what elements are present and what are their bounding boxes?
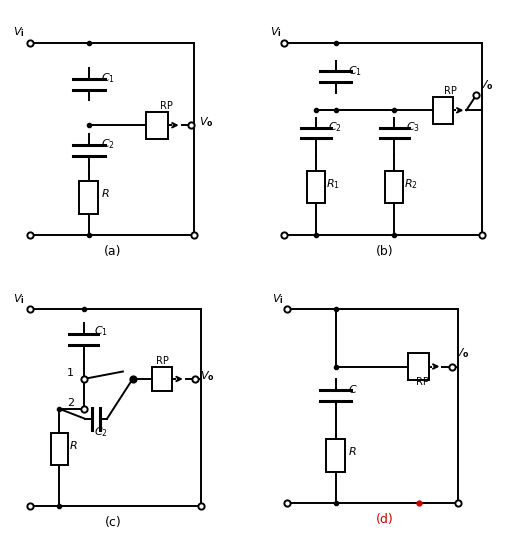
Text: $C_2$: $C_2$ [101, 137, 115, 151]
Text: (c): (c) [105, 516, 122, 529]
Text: $R$: $R$ [101, 188, 110, 199]
Text: $V_{\mathbf{i}}$: $V_{\mathbf{i}}$ [13, 26, 25, 39]
Text: $R$: $R$ [69, 439, 78, 451]
Text: $V_{\mathbf{o}}$: $V_{\mathbf{o}}$ [479, 78, 493, 92]
Text: RP: RP [156, 356, 169, 366]
Bar [433, 96, 453, 124]
Text: $C_2$: $C_2$ [93, 425, 108, 439]
Bar [152, 367, 172, 391]
Text: $C_1$: $C_1$ [101, 72, 115, 86]
Text: $R_1$: $R_1$ [326, 177, 340, 191]
Text: 2: 2 [67, 398, 74, 409]
Text: $C_2$: $C_2$ [328, 120, 342, 134]
Bar [79, 181, 98, 213]
Text: $C_1$: $C_1$ [93, 324, 108, 338]
Text: RP: RP [416, 377, 429, 387]
Text: $V_{\mathbf{o}}$: $V_{\mathbf{o}}$ [455, 347, 469, 361]
Text: RP: RP [160, 101, 172, 111]
Text: $C_1$: $C_1$ [348, 64, 362, 78]
Bar [146, 112, 168, 139]
Text: (b): (b) [376, 245, 393, 258]
Text: $V_{\mathbf{o}}$: $V_{\mathbf{o}}$ [199, 115, 213, 129]
Text: $R_2$: $R_2$ [404, 177, 418, 191]
Text: (d): (d) [375, 513, 393, 526]
Text: $V_{\mathbf{i}}$: $V_{\mathbf{i}}$ [272, 292, 283, 306]
Text: $R$: $R$ [348, 445, 357, 458]
Text: $V_{\mathbf{o}}$: $V_{\mathbf{o}}$ [200, 369, 215, 383]
Text: $V_{\mathbf{i}}$: $V_{\mathbf{i}}$ [13, 292, 25, 306]
Bar [307, 171, 325, 203]
Bar [385, 171, 403, 203]
Bar [408, 353, 429, 380]
Bar [326, 439, 345, 472]
Bar [51, 433, 68, 465]
Text: (a): (a) [104, 245, 122, 258]
Text: $V_{\mathbf{i}}$: $V_{\mathbf{i}}$ [269, 26, 281, 39]
Text: RP: RP [444, 86, 457, 96]
Text: $C$: $C$ [348, 383, 358, 395]
Text: $C_3$: $C_3$ [407, 120, 420, 134]
Text: 1: 1 [67, 369, 74, 378]
